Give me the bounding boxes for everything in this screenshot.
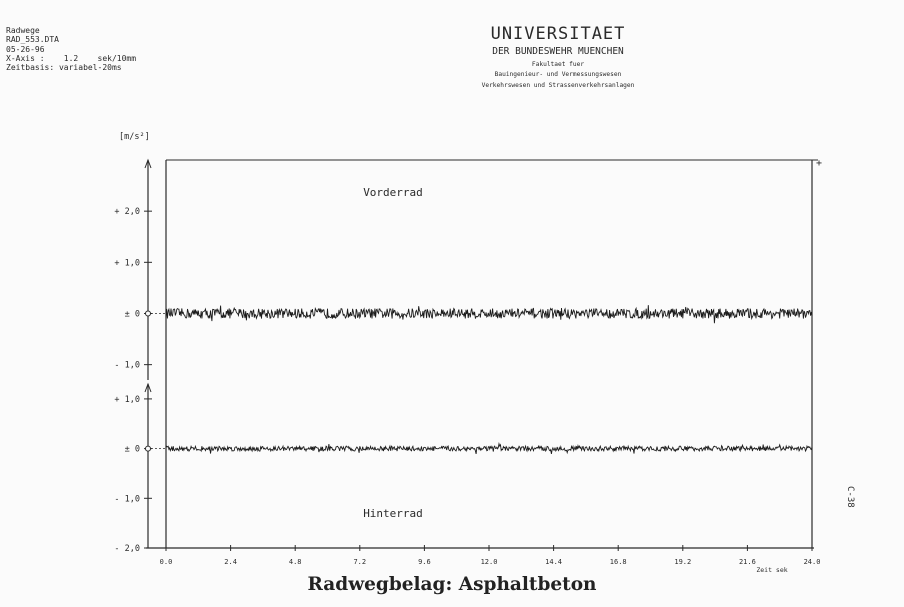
x-tick-label: 21.6 <box>739 558 756 566</box>
x-tick-label: 7.2 <box>353 558 366 566</box>
institution-subtitle: DER BUNDESWEHR MUENCHEN <box>492 46 624 57</box>
x-tick-label: 19.2 <box>674 558 691 566</box>
faculty-line: Verkehrswesen und Strassenverkehrsanlage… <box>481 81 635 89</box>
baseline-marker <box>145 445 151 452</box>
series-trace-vorderrad <box>165 305 813 324</box>
y-axis-label: [m/s²] <box>119 132 150 142</box>
file-info-line: Zeitbasis: variabel-20ms <box>6 63 122 73</box>
institution-header: UNIVERSITAET DER BUNDESWEHR MUENCHEN Fak… <box>443 24 673 89</box>
y-tick-label: ± 0 <box>125 309 140 319</box>
faculty-line: Bauingenieur- und Vermessungswesen <box>494 71 622 79</box>
page-id: C-38 <box>845 486 855 508</box>
x-axis-label: Zeit sek <box>756 566 787 574</box>
file-info: Radwege RAD_553.DTA 05-26-96 X-Axis : 1.… <box>6 26 136 72</box>
y-tick-label: + 2,0 <box>114 207 140 217</box>
y-tick-label: - 1,0 <box>114 361 140 371</box>
x-tick-label: 16.8 <box>610 558 627 566</box>
baseline-marker <box>145 310 151 317</box>
x-tick-label: 2.4 <box>224 558 237 566</box>
series-label-hinterrad: Hinterrad <box>363 507 423 520</box>
file-info-line: RAD_553.DTA <box>6 35 59 45</box>
chart-caption: Radwegbelag: Asphaltbeton <box>307 574 597 595</box>
y-tick-label: + 1,0 <box>114 258 140 268</box>
series-trace-hinterrad <box>165 442 813 455</box>
file-info-line: Radwege <box>6 26 40 35</box>
file-info-line: 05-26-96 <box>6 44 45 54</box>
corner-tick-mark: + <box>816 158 822 169</box>
file-info-line: X-Axis : 1.2 sek/10mm <box>6 53 137 63</box>
institution-title: UNIVERSITAET <box>490 24 626 44</box>
faculty-line: Fakultaet fuer <box>531 61 585 68</box>
x-tick-label: 14.4 <box>545 558 562 566</box>
y-tick-label: - 1,0 <box>114 494 140 504</box>
x-tick-label: 12.0 <box>481 558 498 566</box>
y-tick-label: + 1,0 <box>114 395 140 405</box>
x-tick-label: 9.6 <box>418 558 431 566</box>
y-axis-arrow <box>144 382 152 393</box>
x-tick-label: 24.0 <box>804 558 821 566</box>
series-label-vorderrad: Vorderrad <box>363 186 423 199</box>
y-tick-label: - 2,0 <box>114 544 140 554</box>
x-tick-label: 0.0 <box>160 558 173 566</box>
y-axis-arrow <box>144 158 152 169</box>
x-tick-label: 4.8 <box>289 558 302 566</box>
y-tick-label: ± 0 <box>125 445 140 455</box>
